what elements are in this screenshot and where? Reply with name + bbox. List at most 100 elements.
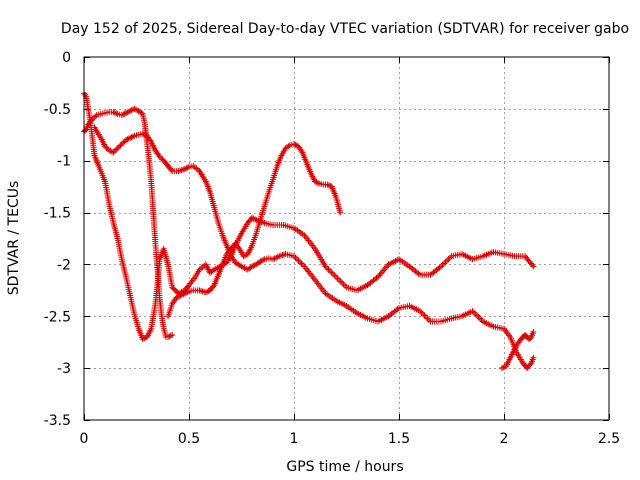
data-point [250,262,257,269]
data-point [124,109,131,116]
data-point [337,209,344,216]
data-point [132,106,139,113]
x-tick-label: 0 [80,431,89,447]
data-point [177,167,184,174]
data-point [111,148,118,155]
data-point [113,110,120,117]
data-point [313,179,320,186]
data-point [116,143,122,150]
data-point [92,113,99,120]
data-point [382,264,389,271]
data-point [169,331,176,338]
data-point [167,332,174,339]
x-tick-label: 0.5 [178,431,200,447]
data-point [249,263,255,270]
y-tick-label: -2.5 [44,309,71,325]
data-point [527,361,534,368]
data-point [330,270,336,277]
data-point [242,252,248,259]
data-point [334,275,341,282]
data-point [300,262,306,269]
data-point [165,334,171,341]
data-point [295,257,302,264]
data-point [475,314,482,321]
data-point [117,142,124,149]
data-point [530,263,537,270]
data-point [381,266,388,273]
series-E [498,328,537,372]
data-point [114,145,121,152]
data-point [530,328,537,335]
series-B [81,105,176,341]
data-point [339,279,345,286]
x-tick-label: 2 [500,431,509,447]
data-point [314,179,321,186]
data-point [198,287,205,294]
data-point [82,91,89,98]
series-D [165,141,344,320]
data-point [337,278,344,285]
data-point [257,258,264,265]
data-point [156,153,163,160]
y-tick-label: 0 [62,50,71,66]
x-tick-label: 2.5 [598,431,620,447]
data-point [166,333,173,340]
data-point [121,110,128,117]
data-point [498,365,505,372]
data-point [294,256,300,263]
data-point [183,289,190,296]
data-point [103,144,110,151]
data-point [444,257,450,264]
data-point [120,139,127,146]
data-point [179,291,185,298]
data-point [118,141,125,148]
data-point [180,291,187,298]
data-point [291,141,297,148]
data-point [128,107,135,114]
data-point [378,269,385,276]
data-point [442,259,449,266]
data-point [326,182,332,189]
data-point [474,312,480,319]
plot-frame [83,56,610,421]
data-point [130,133,136,140]
data-point [477,315,483,322]
data-point [184,289,191,296]
data-point [89,116,96,123]
data-point [328,269,335,276]
data-point [298,260,305,267]
y-tick-label: -3 [57,361,71,377]
data-point [109,148,115,155]
data-point [120,111,127,118]
data-point [181,166,188,173]
data-point [333,273,339,280]
data-point [421,312,428,319]
data-point [131,105,138,112]
data-point [204,288,211,295]
x-tick-label: 1.5 [388,431,410,447]
data-point [377,270,384,277]
data-point [128,134,135,141]
data-point [423,314,429,321]
data-point [158,154,164,161]
data-point [336,276,342,283]
x-tick-labels: 0 0.5 1 1.5 2 2.5 [80,431,621,447]
data-point [292,141,299,148]
data-point [124,136,131,143]
data-point [183,165,190,172]
data-point [106,147,113,154]
data-point [297,259,303,266]
data-point [113,146,120,153]
data-point [439,262,446,269]
data-point [139,336,146,343]
data-point [240,253,247,260]
data-point [139,130,146,137]
x-axis-label: GPS time / hours [286,459,403,475]
chart-title: Day 152 of 2025, Sidereal Day-to-day VTE… [61,21,629,37]
data-point [327,267,333,274]
data-point [324,181,331,188]
data-point [376,272,383,279]
data-point [123,110,129,117]
grid-lines [84,57,609,420]
data-point [445,256,452,263]
